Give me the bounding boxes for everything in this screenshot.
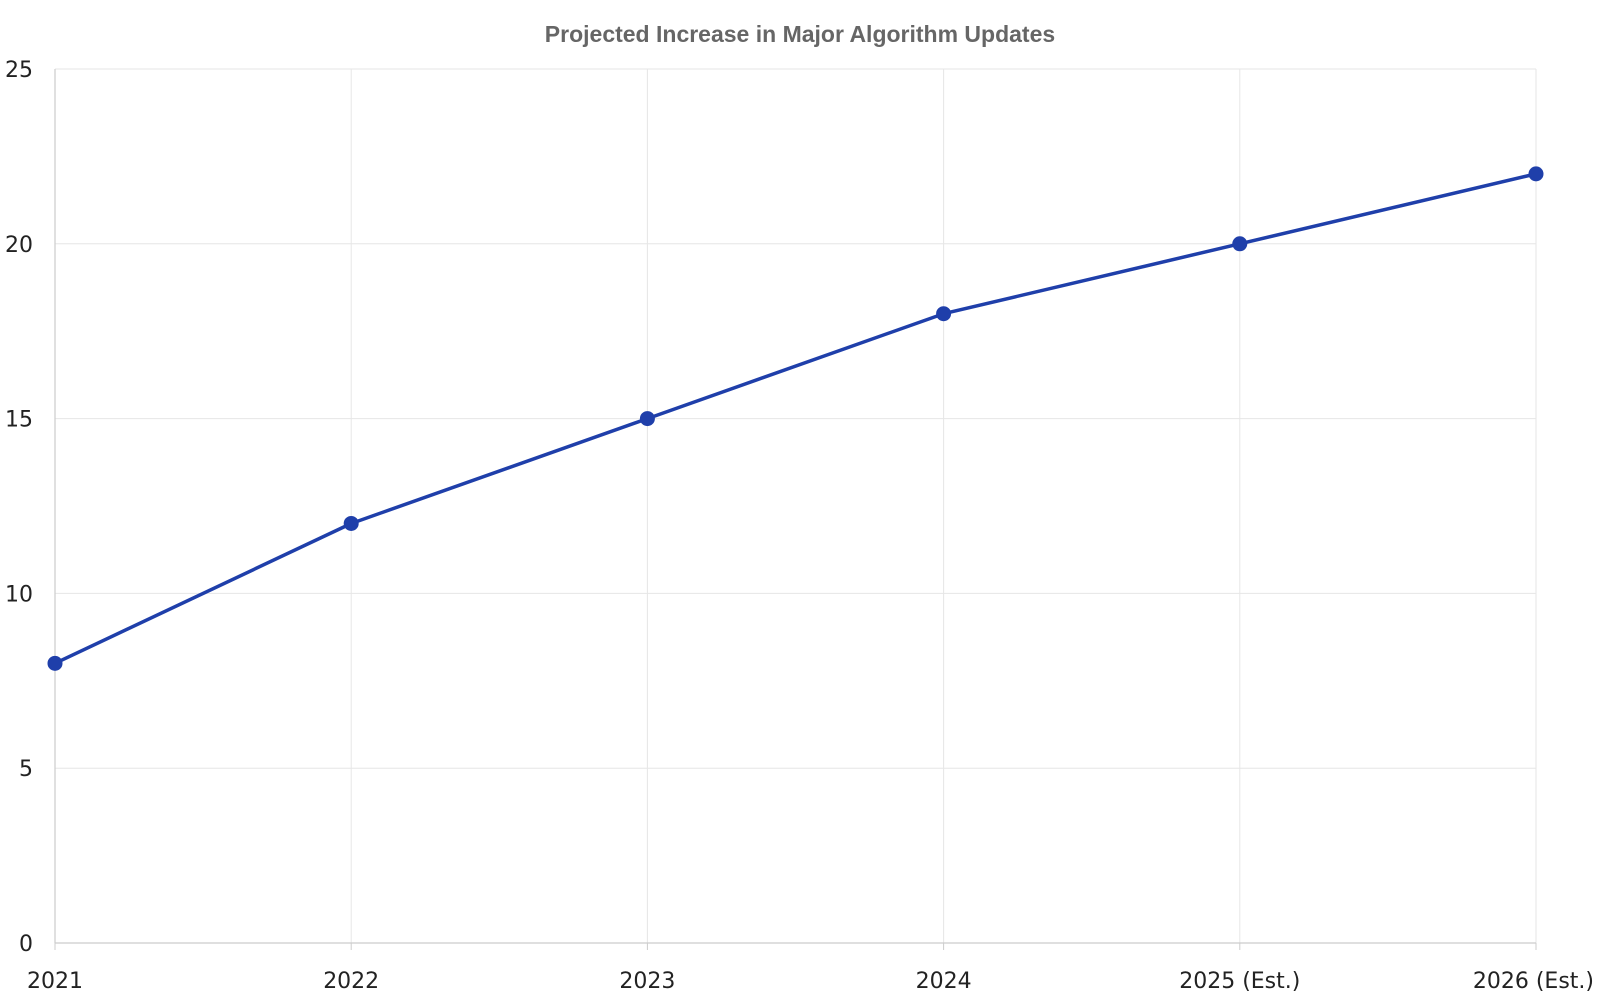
series-line	[53, 172, 1538, 666]
data-point-marker	[1528, 166, 1544, 182]
data-point-marker	[1232, 236, 1248, 252]
x-tick-label: 2025 (Est.)	[1179, 969, 1300, 994]
data-point-marker	[639, 411, 655, 427]
y-tick-label: 20	[5, 233, 33, 258]
y-tick-label: 0	[19, 932, 33, 957]
chart-title: Projected Increase in Major Algorithm Up…	[545, 21, 1055, 47]
x-tick-label: 2026 (Est.)	[1473, 969, 1594, 994]
data-point-marker	[343, 515, 359, 531]
data-point-marker	[936, 306, 952, 322]
x-axis-tick-labels: 2021 2022 2023 2024 2025 (Est.) 2026 (Est.)	[27, 969, 1594, 994]
y-axis-tick-labels: 0 5 10 15 20 25	[5, 58, 33, 957]
y-tick-label: 10	[5, 582, 33, 607]
data-point-marker	[47, 655, 63, 671]
y-tick-label: 5	[19, 757, 33, 782]
y-tick-label: 25	[5, 58, 33, 83]
series-layer	[47, 166, 1544, 671]
y-tick-label: 15	[5, 408, 33, 433]
grid-lines	[55, 68, 1537, 943]
x-tick-label: 2022	[323, 969, 379, 994]
x-tick-label: 2024	[916, 969, 972, 994]
x-tick-label: 2023	[619, 969, 675, 994]
axes	[54, 69, 1537, 950]
x-tick-label: 2021	[27, 969, 83, 994]
